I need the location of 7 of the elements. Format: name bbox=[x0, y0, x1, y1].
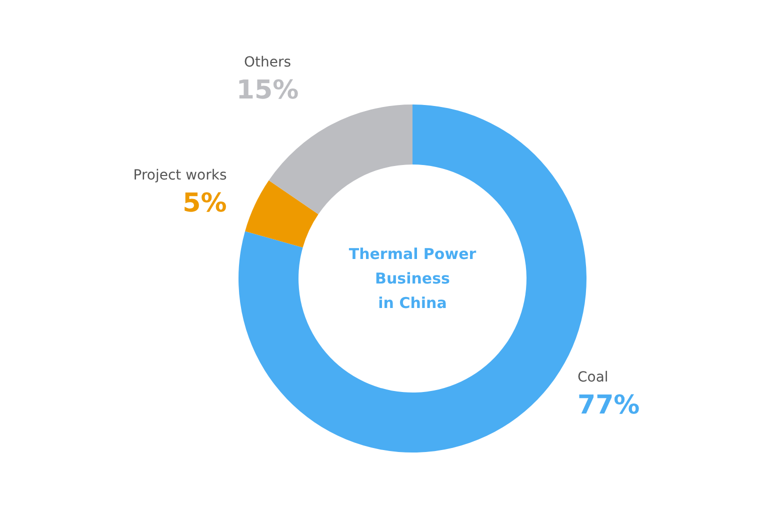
slice-label: Coal bbox=[578, 370, 608, 386]
slice-label: Others bbox=[244, 54, 292, 70]
data-label: 15% bbox=[236, 76, 299, 106]
slice-label: Project works bbox=[133, 168, 227, 184]
data-label: 77% bbox=[578, 390, 640, 420]
data-label: 5% bbox=[182, 188, 227, 219]
text: Thermal Power Business in China bbox=[348, 245, 477, 312]
